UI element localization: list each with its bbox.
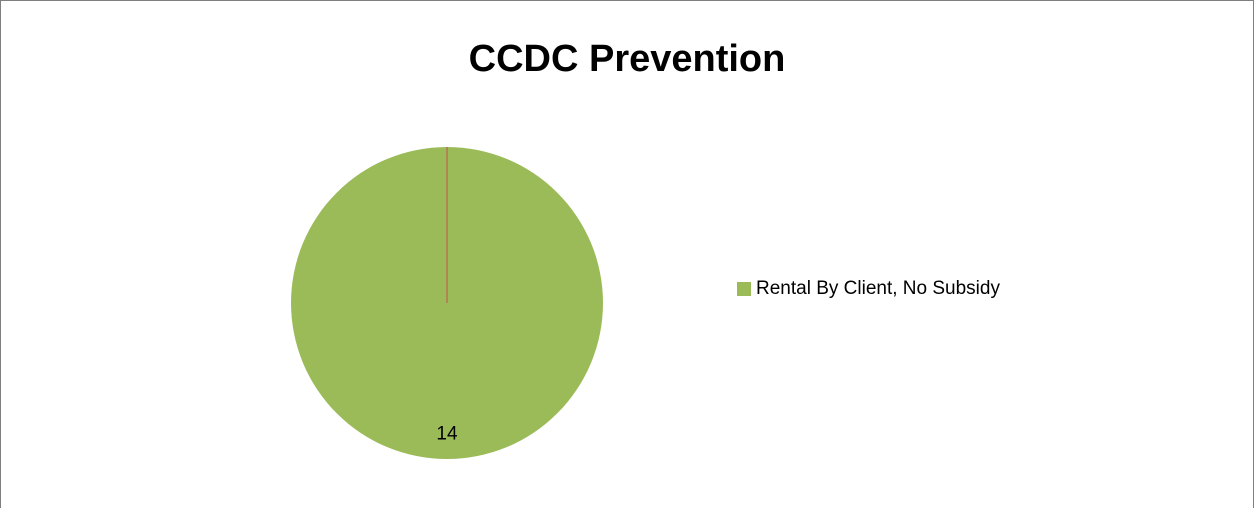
chart-title: CCDC Prevention <box>468 38 786 80</box>
data-label: 14 <box>436 423 458 444</box>
data-labels: 14 <box>436 423 458 444</box>
legend-label: Rental By Client, No Subsidy <box>756 278 1000 299</box>
pie-slices <box>291 147 603 459</box>
legend: Rental By Client, No Subsidy <box>737 278 1000 300</box>
legend-swatch <box>737 282 751 296</box>
